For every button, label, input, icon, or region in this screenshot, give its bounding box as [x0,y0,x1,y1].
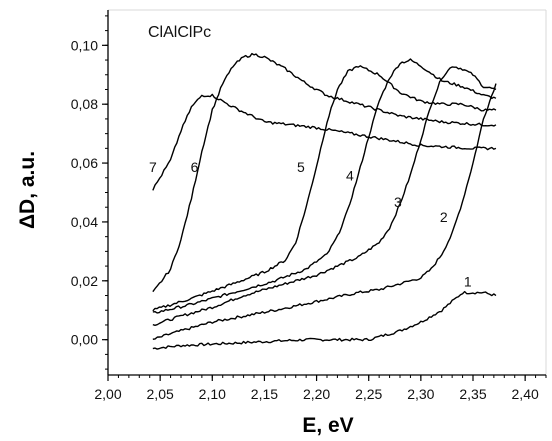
curve-label-3: 3 [394,194,402,210]
series-line-4 [152,58,497,314]
curve-label-5: 5 [297,159,305,175]
curve-label-7: 7 [149,159,157,175]
x-tick-label: 2,10 [199,386,226,402]
series-line-7 [152,93,497,191]
y-tick-label: 0,10 [71,37,98,53]
x-tick-label: 2,20 [303,386,330,402]
series-line-6 [152,52,497,293]
x-tick-label: 2,00 [94,386,121,402]
y-tick-label: 0,00 [71,332,98,348]
x-axis-title: E, eV [302,414,353,437]
series-line-3 [152,66,497,327]
y-tick-label: 0,08 [71,96,98,112]
x-tick-label: 2,05 [147,386,174,402]
series-line-5 [152,65,497,312]
y-axis-title: ΔD, a.u. [16,151,39,229]
series-line-2 [152,83,497,340]
curve-label-2: 2 [440,209,448,225]
curve-label-1: 1 [464,274,472,290]
x-tick-label: 2,15 [251,386,278,402]
curve-label-6: 6 [191,159,199,175]
chart-title: ClAlClPc [148,24,211,41]
x-tick-label: 2,30 [407,386,434,402]
y-tick-label: 0,06 [71,155,98,171]
x-axis: 2,00 2,05 2,10 2,15 2,20 2,25 2,30 2,35 2,40 [94,374,547,402]
series-layer [152,52,497,350]
y-tick-label: 0,02 [71,273,98,289]
x-tick-label: 2,40 [512,386,539,402]
y-axis: 0,00 0,02 0,04 0,06 0,08 0,10 [71,10,109,375]
x-tick-label: 2,35 [459,386,486,402]
y-tick-label: 0,04 [71,214,98,230]
curve-labels: 1 2 3 4 5 6 7 [149,159,472,290]
series-line-1 [152,290,497,350]
x-tick-label: 2,25 [355,386,382,402]
curve-label-4: 4 [346,168,354,184]
